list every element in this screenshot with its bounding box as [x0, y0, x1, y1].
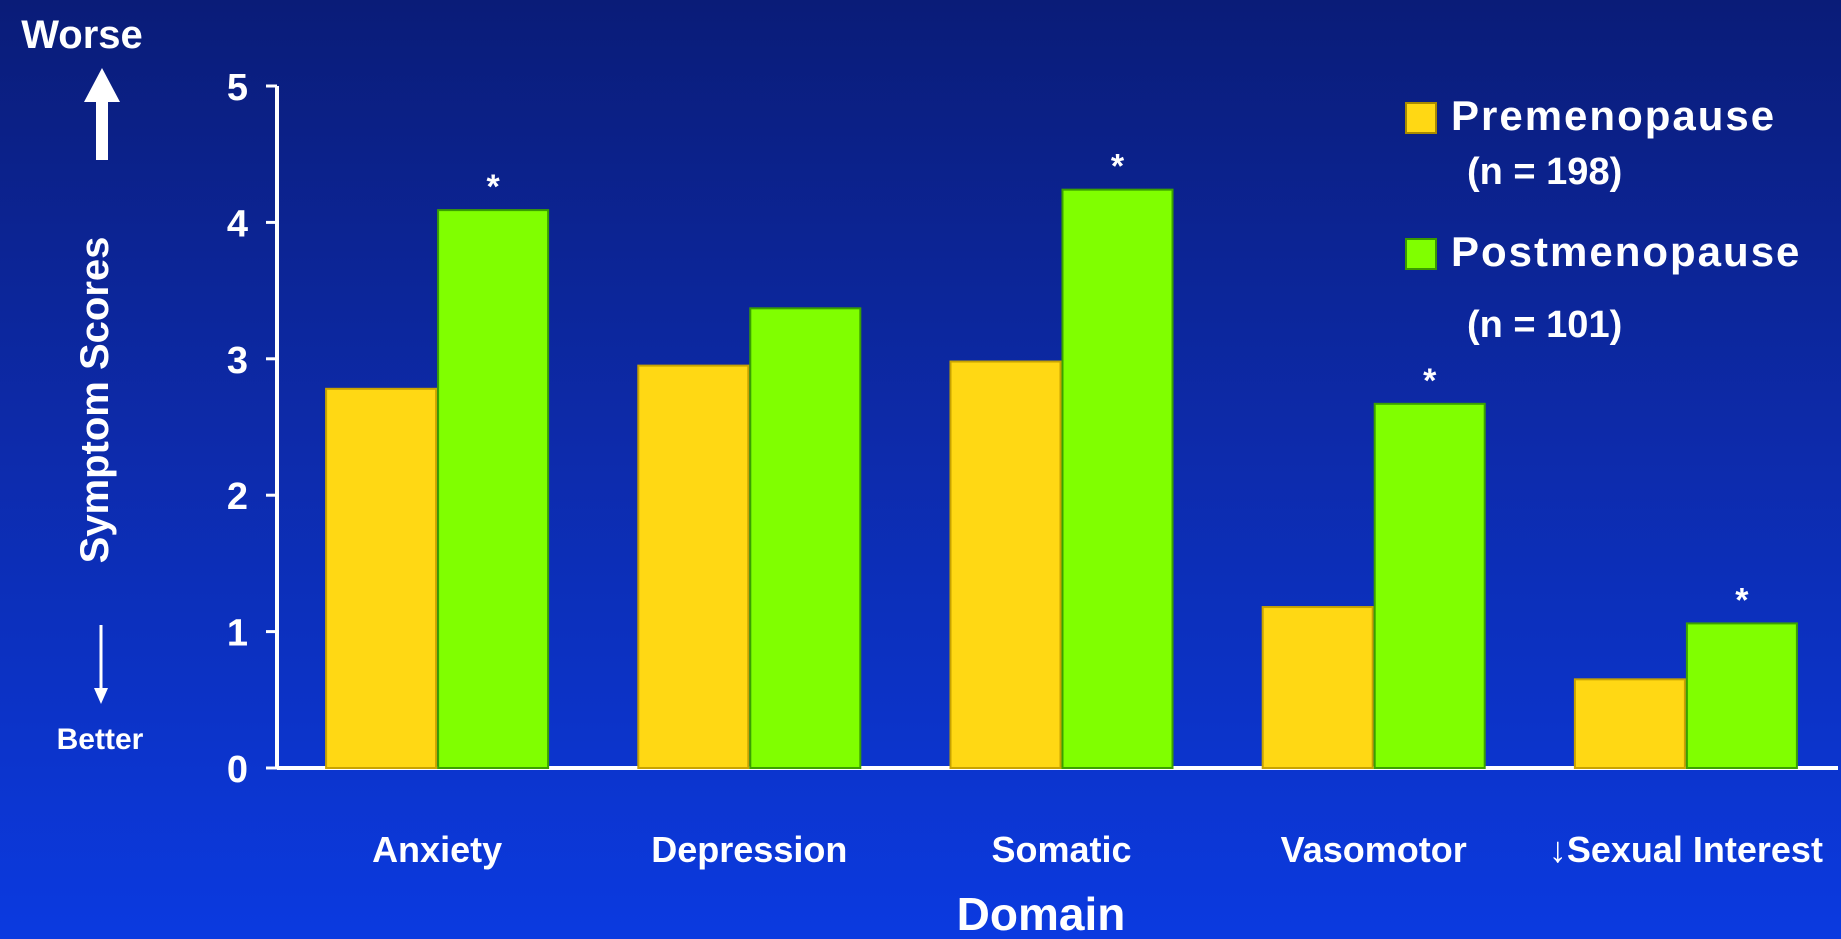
- y-bottom-label: Better: [57, 723, 144, 756]
- legend-swatch-postmenopause: [1405, 238, 1437, 270]
- bar-premenopause: [637, 364, 750, 769]
- bars: [325, 188, 1798, 770]
- y-tick-label: 3: [227, 340, 248, 382]
- bar-postmenopause: [749, 307, 862, 769]
- x-tick-label: Anxiety: [372, 829, 502, 870]
- legend-label-premenopause: Premenopause: [1451, 92, 1776, 139]
- significance-marker: *: [1735, 581, 1749, 619]
- legend-label-postmenopause: Postmenopause: [1451, 228, 1801, 275]
- bar-postmenopause: [1061, 188, 1174, 769]
- y-tick-label: 0: [227, 749, 248, 791]
- bar-postmenopause: [437, 209, 550, 769]
- x-tick-label: Vasomotor: [1281, 829, 1467, 870]
- bar-premenopause: [325, 387, 438, 769]
- y-tick-label: 4: [227, 203, 248, 245]
- significance-marker: *: [486, 168, 500, 206]
- x-tick-labels: Anxiety Depression Somatic Vasomotor ↓Sexual…: [372, 829, 1823, 870]
- legend: Premenopause (n = 198) Postmenopause (n …: [1405, 92, 1801, 346]
- x-tick-label: Depression: [651, 829, 847, 870]
- significance-markers: * * * *: [486, 148, 1749, 620]
- worse-arrow-icon: [84, 68, 120, 160]
- significance-marker: *: [1423, 362, 1437, 400]
- y-tick-label: 5: [227, 67, 248, 109]
- y-axis-label: Symptom Scores: [73, 237, 117, 564]
- significance-marker: *: [1111, 148, 1125, 186]
- x-tick-label: ↓Sexual Interest: [1549, 829, 1823, 870]
- x-axis-label: Domain: [957, 888, 1126, 939]
- bar-postmenopause: [1685, 622, 1798, 770]
- legend-sub-postmenopause: (n = 101): [1467, 304, 1622, 346]
- bar-premenopause: [1261, 606, 1374, 769]
- x-tick-label: Somatic: [991, 829, 1131, 870]
- y-ticks: 0 1 2 3 4 5: [227, 67, 277, 791]
- y-tick-label: 1: [227, 613, 248, 655]
- better-arrow-icon: [94, 625, 108, 704]
- legend-sub-premenopause: (n = 198): [1467, 151, 1622, 193]
- legend-swatch-premenopause: [1405, 102, 1437, 134]
- bar-premenopause: [949, 360, 1062, 769]
- bar-premenopause: [1573, 678, 1686, 770]
- bar-postmenopause: [1373, 402, 1486, 769]
- y-top-label: Worse: [21, 13, 143, 57]
- y-tick-label: 2: [227, 476, 248, 518]
